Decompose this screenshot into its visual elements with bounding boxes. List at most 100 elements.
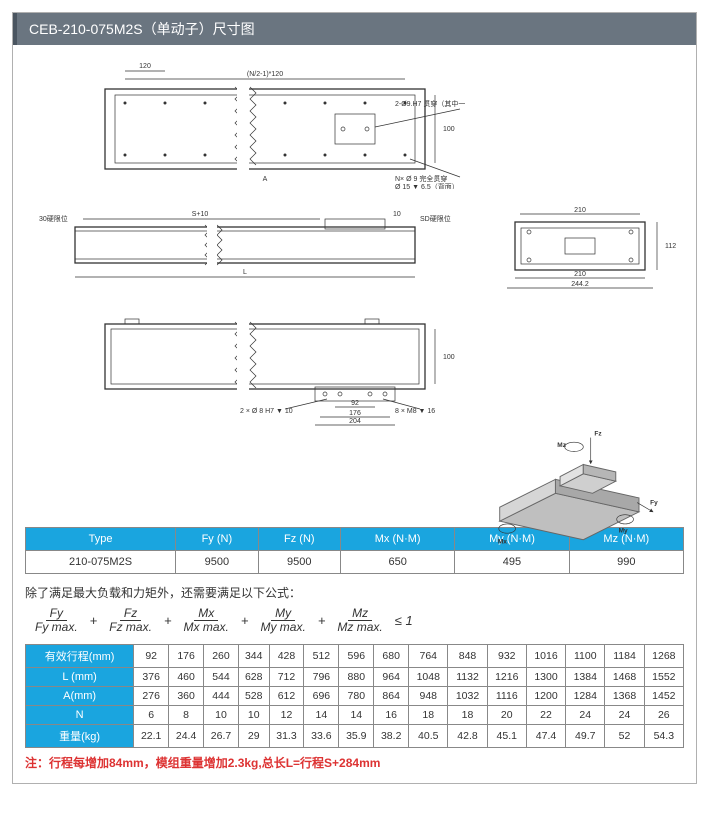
stroke-cell: 680 <box>374 645 409 668</box>
stroke-cell: 18 <box>409 706 448 725</box>
svg-text:Mx: Mx <box>498 538 507 545</box>
stroke-cell: 1384 <box>566 668 605 687</box>
stroke-cell: 1268 <box>644 645 683 668</box>
svg-text:204: 204 <box>349 418 361 425</box>
stroke-cell: 932 <box>487 645 526 668</box>
svg-text:112: 112 <box>665 243 676 250</box>
stroke-cell: 1116 <box>487 687 526 706</box>
plus: + <box>164 613 172 628</box>
stroke-cell: 948 <box>409 687 448 706</box>
formula-note: 除了满足最大负载和力矩外，还需要满足以下公式： <box>25 584 684 601</box>
spec-cell: 495 <box>455 551 569 574</box>
stroke-cell: 42.8 <box>448 725 487 748</box>
stroke-cell: 54.3 <box>644 725 683 748</box>
page-container: CEB-210-075M2S（单动子）尺寸图 (N/2-1)*120 120 <box>12 12 697 784</box>
stroke-cell: 460 <box>169 668 204 687</box>
stroke-cell: 780 <box>339 687 374 706</box>
stroke-cell: 8 <box>169 706 204 725</box>
stroke-cell: 10 <box>204 706 239 725</box>
stroke-cell: 1368 <box>605 687 644 706</box>
formula-fraction: MyMy max. <box>256 607 309 634</box>
stroke-cell: 1552 <box>644 668 683 687</box>
spec-cell: 990 <box>569 551 683 574</box>
svg-text:176: 176 <box>349 410 361 417</box>
foot-note: 注：行程每增加84mm，模组重量增加2.3kg,总长L=行程S+284mm <box>25 754 684 771</box>
spec-header: Fy (N) <box>176 528 258 551</box>
stroke-cell: 14 <box>339 706 374 725</box>
title-bar: CEB-210-075M2S（单动子）尺寸图 <box>13 13 696 45</box>
stroke-cell: 1100 <box>566 645 605 668</box>
stroke-row-header: 重量(kg) <box>26 725 134 748</box>
stroke-cell: 796 <box>304 668 339 687</box>
stroke-cell: 12 <box>269 706 304 725</box>
stroke-cell: 344 <box>238 645 269 668</box>
stroke-row-header: N <box>26 706 134 725</box>
stroke-row-header: A(mm) <box>26 687 134 706</box>
stroke-cell: 24 <box>566 706 605 725</box>
svg-text:100: 100 <box>443 354 455 361</box>
stroke-cell: 880 <box>339 668 374 687</box>
svg-text:L: L <box>243 269 247 276</box>
svg-text:92: 92 <box>351 400 359 407</box>
svg-text:210: 210 <box>574 271 586 278</box>
formula-fraction: MxMx max. <box>180 607 233 634</box>
svg-text:My: My <box>619 527 628 534</box>
stroke-cell: 52 <box>605 725 644 748</box>
stroke-cell: 176 <box>169 645 204 668</box>
stroke-cell: 14 <box>304 706 339 725</box>
svg-text:Mz: Mz <box>557 442 566 449</box>
stroke-cell: 16 <box>374 706 409 725</box>
stroke-row-header: 有效行程(mm) <box>26 645 134 668</box>
stroke-cell: 428 <box>269 645 304 668</box>
formula-fraction: FyFy max. <box>31 607 82 634</box>
formula: FyFy max.+FzFz max.+MxMx max.+MyMy max.+… <box>31 607 684 634</box>
stroke-cell: 1284 <box>566 687 605 706</box>
stroke-cell: 31.3 <box>269 725 304 748</box>
stroke-cell: 26 <box>644 706 683 725</box>
stroke-cell: 864 <box>374 687 409 706</box>
spec-cell: 9500 <box>258 551 340 574</box>
stroke-cell: 47.4 <box>526 725 565 748</box>
stroke-cell: 49.7 <box>566 725 605 748</box>
svg-text:Fz: Fz <box>594 431 602 438</box>
stroke-cell: 92 <box>134 645 169 668</box>
svg-text:10: 10 <box>393 211 401 218</box>
svg-text:N× Ø 9 完全贯穿: N× Ø 9 完全贯穿 <box>395 174 447 183</box>
plus: + <box>318 613 326 628</box>
stroke-cell: 35.9 <box>339 725 374 748</box>
svg-text:210: 210 <box>574 207 586 214</box>
svg-text:S+10: S+10 <box>192 211 209 218</box>
stroke-cell: 1016 <box>526 645 565 668</box>
stroke-cell: 10 <box>238 706 269 725</box>
spec-cell: 650 <box>341 551 455 574</box>
svg-text:120: 120 <box>139 63 151 70</box>
stroke-cell: 964 <box>374 668 409 687</box>
stroke-cell: 512 <box>304 645 339 668</box>
stroke-cell: 596 <box>339 645 374 668</box>
stroke-row-header: L (mm) <box>26 668 134 687</box>
drawings-area: (N/2-1)*120 120 2-Ø9.H7 贯穿（其中一边为键孔） 100 … <box>25 59 684 519</box>
top-view: (N/2-1)*120 120 2-Ø9.H7 贯穿（其中一边为键孔） 100 … <box>65 59 465 189</box>
formula-tail: ≤ 1 <box>395 613 413 628</box>
stroke-table: 有效行程(mm)92176260344428512596680764848932… <box>25 644 684 748</box>
svg-text:2 × Ø 8 H7 ▼ 10: 2 × Ø 8 H7 ▼ 10 <box>240 408 293 415</box>
stroke-cell: 1132 <box>448 668 487 687</box>
stroke-cell: 24 <box>605 706 644 725</box>
stroke-cell: 1184 <box>605 645 644 668</box>
spec-cell: 9500 <box>176 551 258 574</box>
stroke-cell: 360 <box>169 687 204 706</box>
formula-fraction: FzFz max. <box>105 607 156 634</box>
svg-text:100: 100 <box>443 126 455 133</box>
spec-header: Mx (N·M) <box>341 528 455 551</box>
stroke-cell: 696 <box>304 687 339 706</box>
stroke-cell: 260 <box>204 645 239 668</box>
stroke-cell: 376 <box>134 668 169 687</box>
formula-fraction: MzMz max. <box>333 607 386 634</box>
stroke-cell: 1216 <box>487 668 526 687</box>
stroke-cell: 1300 <box>526 668 565 687</box>
stroke-cell: 1452 <box>644 687 683 706</box>
stroke-cell: 24.4 <box>169 725 204 748</box>
svg-text:(N/2-1)*120: (N/2-1)*120 <box>247 71 283 78</box>
stroke-cell: 26.7 <box>204 725 239 748</box>
plus: + <box>90 613 98 628</box>
